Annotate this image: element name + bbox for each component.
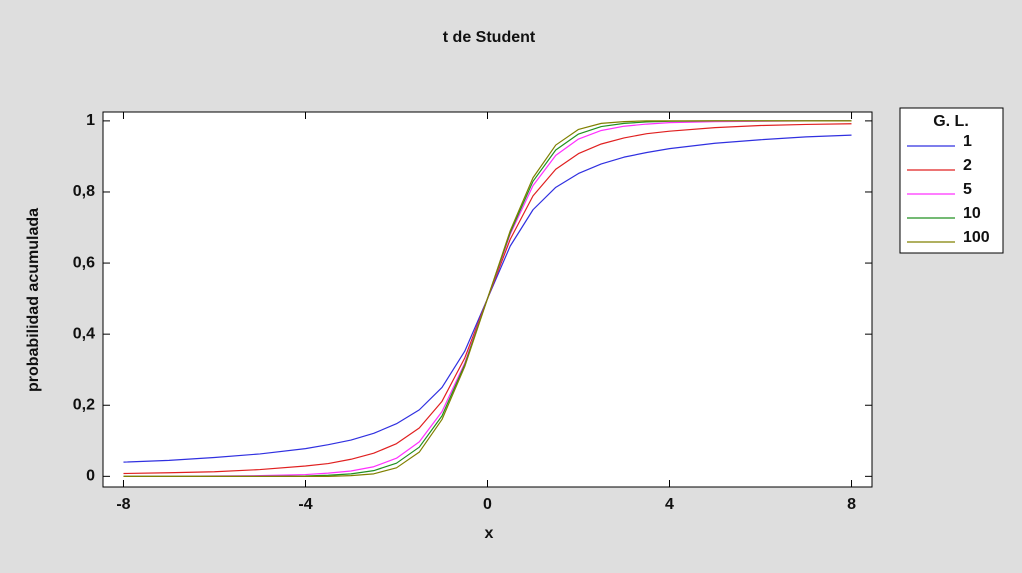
legend-title: G. L. bbox=[933, 113, 969, 130]
legend-label: 1 bbox=[963, 133, 972, 150]
x-tick-label: -4 bbox=[298, 496, 312, 513]
legend-label: 2 bbox=[963, 157, 972, 174]
y-tick-label: 1 bbox=[86, 112, 95, 129]
x-tick-label: 0 bbox=[483, 496, 492, 513]
y-tick-label: 0,4 bbox=[73, 325, 95, 342]
legend-label: 100 bbox=[963, 229, 990, 246]
y-tick-label: 0,6 bbox=[73, 254, 95, 271]
x-tick-label: 4 bbox=[665, 496, 674, 513]
y-tick-label: 0,2 bbox=[73, 396, 95, 413]
x-tick-label: 8 bbox=[847, 496, 856, 513]
x-axis-label: x bbox=[485, 525, 494, 542]
series-line bbox=[123, 120, 852, 477]
legend-label: 5 bbox=[963, 181, 972, 198]
legend-label: 10 bbox=[963, 205, 981, 222]
chart-title: t de Student bbox=[443, 29, 536, 46]
y-tick-label: 0 bbox=[86, 468, 95, 485]
x-tick-label: -8 bbox=[116, 496, 130, 513]
y-tick-label: 0,8 bbox=[73, 183, 95, 200]
legend bbox=[899, 107, 1004, 254]
y-axis-label: probabilidad acumulada bbox=[25, 208, 42, 392]
